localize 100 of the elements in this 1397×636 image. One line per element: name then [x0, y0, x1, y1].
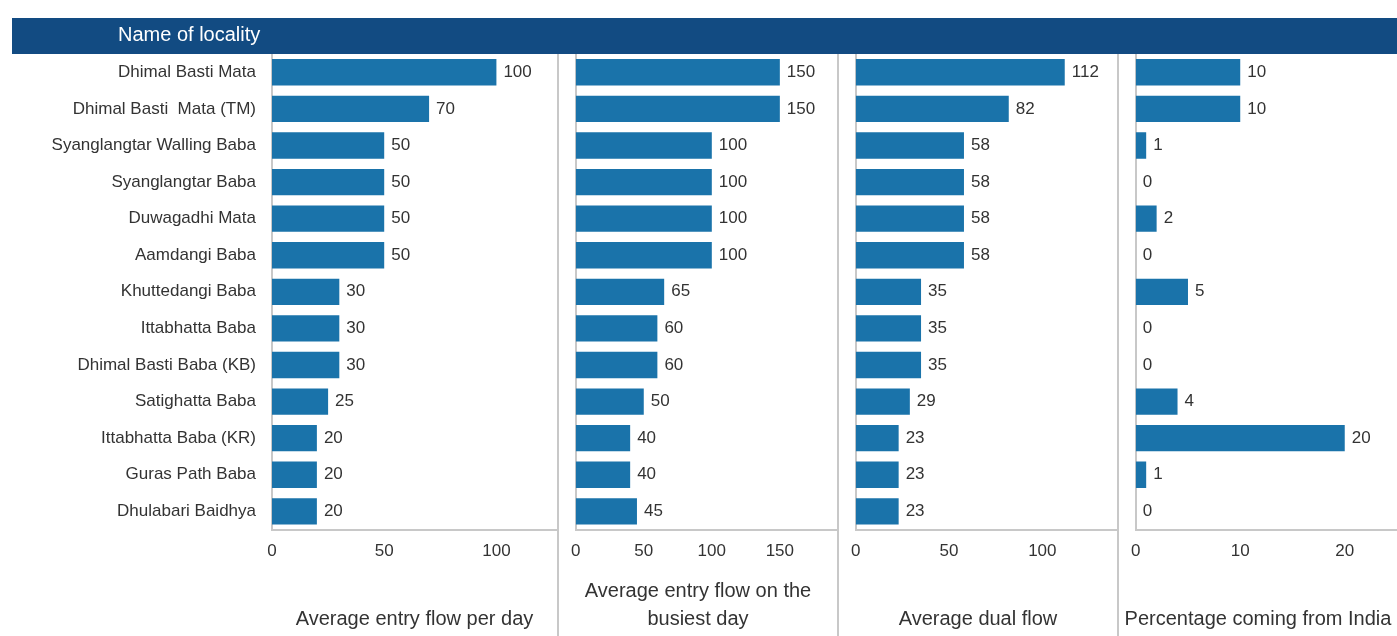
data-label: 40 — [637, 427, 657, 447]
data-label: 23 — [905, 464, 925, 484]
y-tick-label: Dhimal Basti Mata — [118, 61, 257, 81]
data-label: 82 — [1015, 98, 1035, 118]
x-tick-label: 20 — [1335, 541, 1355, 561]
bar — [575, 132, 712, 159]
bar — [575, 242, 712, 269]
data-label: 50 — [391, 244, 411, 264]
bar — [575, 461, 631, 488]
x-tick-label: 0 — [850, 541, 861, 561]
data-label: 5 — [1194, 281, 1205, 301]
data-label: 35 — [928, 354, 947, 374]
bar — [855, 95, 1009, 123]
data-label: 0 — [1142, 171, 1153, 191]
bar — [272, 242, 385, 269]
bar — [575, 498, 637, 525]
y-axis-title: Name of locality — [118, 23, 261, 46]
bar — [575, 424, 631, 452]
data-label: 30 — [346, 318, 366, 338]
data-label: 60 — [664, 318, 684, 338]
data-label: 0 — [1142, 244, 1153, 264]
bar — [575, 168, 712, 196]
data-label: 4 — [1184, 391, 1194, 411]
bar — [855, 59, 1065, 86]
data-label: 45 — [643, 501, 663, 520]
data-label: 150 — [786, 61, 816, 81]
data-label: 35 — [928, 318, 947, 338]
data-label: 0 — [1142, 354, 1153, 374]
data-label: 30 — [346, 354, 366, 374]
y-tick-label: Satighatta Baba — [135, 391, 257, 411]
bar — [1135, 278, 1188, 305]
data-label: 100 — [718, 208, 748, 228]
bar — [575, 278, 665, 305]
bar — [855, 461, 899, 488]
data-label: 10 — [1247, 61, 1267, 81]
y-tick-label: Dhimal Basti Baba (KB) — [77, 354, 256, 374]
y-tick-label: Ittabhatta Baba (KR) — [101, 427, 256, 447]
data-label: 65 — [671, 281, 691, 301]
data-label: 2 — [1163, 208, 1174, 228]
bar — [272, 388, 329, 415]
bar — [855, 132, 964, 159]
data-label: 58 — [970, 135, 990, 155]
data-label: 40 — [637, 464, 657, 484]
data-label: 23 — [905, 501, 925, 520]
bar — [855, 168, 964, 196]
data-label: 0 — [1142, 501, 1153, 520]
bar — [855, 205, 964, 232]
data-label: 150 — [786, 98, 816, 118]
data-label: 20 — [323, 464, 343, 484]
data-label: 23 — [905, 427, 925, 447]
y-tick-label: Syanglangtar Baba — [111, 171, 257, 191]
bar — [1135, 95, 1241, 123]
data-label: 50 — [391, 135, 411, 155]
bar — [272, 351, 340, 379]
data-label: 50 — [650, 391, 670, 411]
y-tick-label: Khuttedangi Baba — [120, 281, 257, 301]
y-tick-label: Guras Path Baba — [125, 464, 257, 484]
data-label: 29 — [916, 391, 936, 411]
bar — [272, 278, 340, 305]
bar — [272, 59, 497, 86]
bar — [1135, 59, 1241, 86]
data-label: 70 — [436, 98, 456, 118]
data-label: 1 — [1153, 464, 1163, 484]
bar — [855, 315, 922, 342]
y-tick-label: Syanglangtar Walling Baba — [51, 135, 257, 155]
data-label: 25 — [335, 391, 355, 411]
x-tick-label: 50 — [374, 541, 394, 561]
data-label: 10 — [1247, 98, 1267, 118]
bar — [575, 315, 658, 342]
data-label: 100 — [503, 61, 532, 81]
bar — [855, 242, 964, 269]
data-label: 58 — [970, 208, 990, 228]
bar — [575, 205, 712, 232]
data-label: 60 — [664, 354, 684, 374]
data-label: 20 — [323, 501, 343, 520]
x-tick-label: 50 — [939, 541, 959, 561]
bar — [272, 461, 317, 488]
x-tick-label: 0 — [267, 541, 277, 561]
bar — [575, 59, 780, 86]
data-label: 100 — [718, 171, 748, 191]
data-label: 20 — [323, 427, 343, 447]
y-tick-label: Dhimal Basti Mata (TM) — [72, 98, 256, 118]
bar — [1135, 388, 1178, 415]
bar — [855, 498, 899, 525]
bar — [272, 424, 317, 452]
x-tick-label: 100 — [1028, 541, 1057, 561]
x-tick-label: 0 — [570, 541, 581, 561]
data-label: 30 — [346, 281, 366, 301]
data-label: 20 — [1351, 427, 1371, 447]
data-label: 100 — [718, 244, 748, 264]
bar — [1135, 132, 1147, 159]
x-tick-label: 10 — [1230, 541, 1250, 561]
x-axis-title: Average entry flow on the busiest day — [583, 578, 813, 631]
x-axis-title: Average entry flow per day — [294, 606, 535, 631]
y-tick-label: Duwagadhi Mata — [128, 208, 257, 228]
x-axis-title: Percentage coming from India — [1123, 606, 1393, 631]
bar — [575, 95, 780, 123]
bar — [855, 278, 922, 305]
bar — [855, 351, 922, 379]
bar — [1135, 461, 1147, 488]
